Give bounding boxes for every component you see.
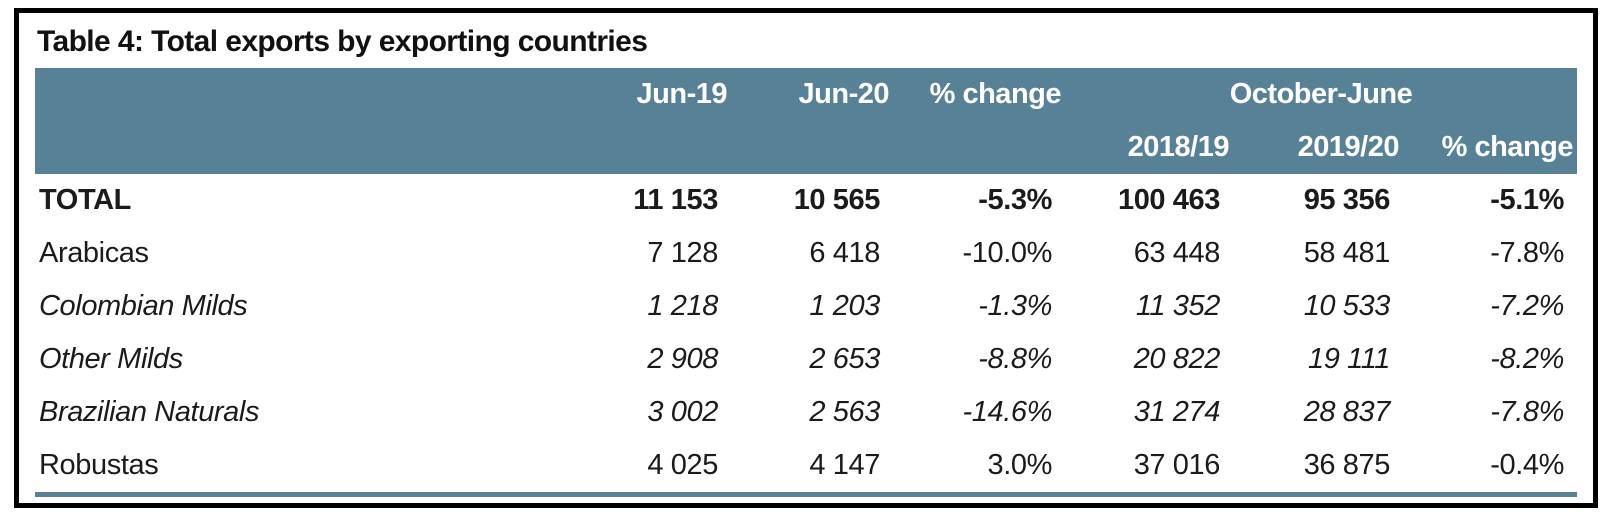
cell-2018-19: 11 352 bbox=[1135, 290, 1221, 322]
cell-2019-20: 28 837 bbox=[1303, 396, 1391, 428]
cell-jun19: 11 153 bbox=[633, 184, 718, 216]
column-header-jun19: Jun-19 bbox=[535, 68, 731, 121]
cell-pct-change: -10.0% bbox=[962, 237, 1053, 269]
cell-jun19: 3 002 bbox=[647, 396, 718, 428]
cell-label: Arabicas bbox=[39, 237, 149, 269]
cell-jun20: 10 565 bbox=[793, 184, 881, 216]
table-row-total: TOTAL 11 153 10 565 -5.3% 100 463 95 356… bbox=[35, 174, 1577, 227]
table-body: TOTAL 11 153 10 565 -5.3% 100 463 95 356… bbox=[35, 174, 1577, 495]
cell-2018-19: 31 274 bbox=[1133, 396, 1221, 428]
table-title: Table 4: Total exports by exporting coun… bbox=[37, 25, 648, 58]
cell-2018-19: 20 822 bbox=[1133, 343, 1221, 375]
cell-pct-change: -1.3% bbox=[978, 290, 1052, 322]
cell-jun20: 2 653 bbox=[809, 343, 880, 375]
table-row-arabicas: Arabicas 7 128 6 418 -10.0% 63 448 58 48… bbox=[35, 227, 1577, 280]
header-empty-cell bbox=[35, 121, 1065, 174]
header-row-2: 2018/19 2019/20 % change bbox=[35, 121, 1577, 174]
cell-label: Other Milds bbox=[39, 343, 183, 375]
cell-oct-june-pct-change: -7.2% bbox=[1490, 290, 1564, 322]
cell-oct-june-pct-change: -0.4% bbox=[1490, 449, 1564, 481]
cell-2018-19: 63 448 bbox=[1133, 237, 1221, 269]
cell-pct-change: 3.0% bbox=[987, 449, 1053, 481]
cell-jun19: 2 908 bbox=[647, 343, 718, 375]
cell-pct-change: -8.8% bbox=[978, 343, 1052, 375]
cell-oct-june-pct-change: -8.2% bbox=[1490, 343, 1564, 375]
cell-2019-20: 58 481 bbox=[1303, 237, 1391, 269]
column-group-october-june: October-June bbox=[1065, 68, 1577, 121]
cell-jun19: 4 025 bbox=[647, 449, 718, 481]
cell-2018-19: 100 463 bbox=[1117, 184, 1220, 216]
cell-2019-20: 95 356 bbox=[1303, 184, 1391, 216]
column-header-jun20: Jun-20 bbox=[731, 68, 893, 121]
column-header-2019-20: 2019/20 bbox=[1233, 121, 1403, 174]
table-row-colombian-milds: Colombian Milds 1 218 1 203 -1.3% 11 352… bbox=[35, 280, 1577, 333]
header-row-1: Jun-19 Jun-20 % change October-June bbox=[35, 68, 1577, 121]
column-header-2018-19: 2018/19 bbox=[1065, 121, 1233, 174]
cell-label: TOTAL bbox=[39, 184, 131, 216]
cell-oct-june-pct-change: -7.8% bbox=[1490, 237, 1564, 269]
cell-jun19: 1 218 bbox=[647, 290, 718, 322]
cell-jun20: 4 147 bbox=[809, 449, 880, 481]
column-header-pct-change-2: % change bbox=[1403, 121, 1577, 174]
cell-jun20: 2 563 bbox=[809, 396, 880, 428]
cell-jun20: 1 203 bbox=[809, 290, 880, 322]
cell-2018-19: 37 016 bbox=[1133, 449, 1221, 481]
cell-label: Colombian Milds bbox=[39, 290, 248, 322]
cell-2019-20: 36 875 bbox=[1303, 449, 1391, 481]
cell-2019-20: 10 533 bbox=[1303, 290, 1391, 322]
cell-pct-change: -5.3% bbox=[978, 184, 1052, 216]
table-row-other-milds: Other Milds 2 908 2 653 -8.8% 20 822 19 … bbox=[35, 333, 1577, 386]
table-frame: Table 4: Total exports by exporting coun… bbox=[14, 8, 1598, 508]
column-header-pct-change: % change bbox=[893, 68, 1065, 121]
cell-2019-20: 19 111 bbox=[1308, 343, 1390, 375]
table-row-robustas: Robustas 4 025 4 147 3.0% 37 016 36 875 … bbox=[35, 439, 1577, 495]
exports-table: Jun-19 Jun-20 % change October-June 2018… bbox=[35, 68, 1577, 497]
cell-jun19: 7 128 bbox=[647, 237, 718, 269]
header-empty-cell bbox=[35, 68, 535, 121]
cell-oct-june-pct-change: -7.8% bbox=[1490, 396, 1564, 428]
table-header: Jun-19 Jun-20 % change October-June 2018… bbox=[35, 68, 1577, 174]
cell-label: Brazilian Naturals bbox=[39, 396, 260, 428]
cell-oct-june-pct-change: -5.1% bbox=[1490, 184, 1564, 216]
cell-pct-change: -14.6% bbox=[962, 396, 1053, 428]
cell-jun20: 6 418 bbox=[809, 237, 880, 269]
table-row-brazilian-naturals: Brazilian Naturals 3 002 2 563 -14.6% 31… bbox=[35, 386, 1577, 439]
cell-label: Robustas bbox=[39, 449, 159, 481]
